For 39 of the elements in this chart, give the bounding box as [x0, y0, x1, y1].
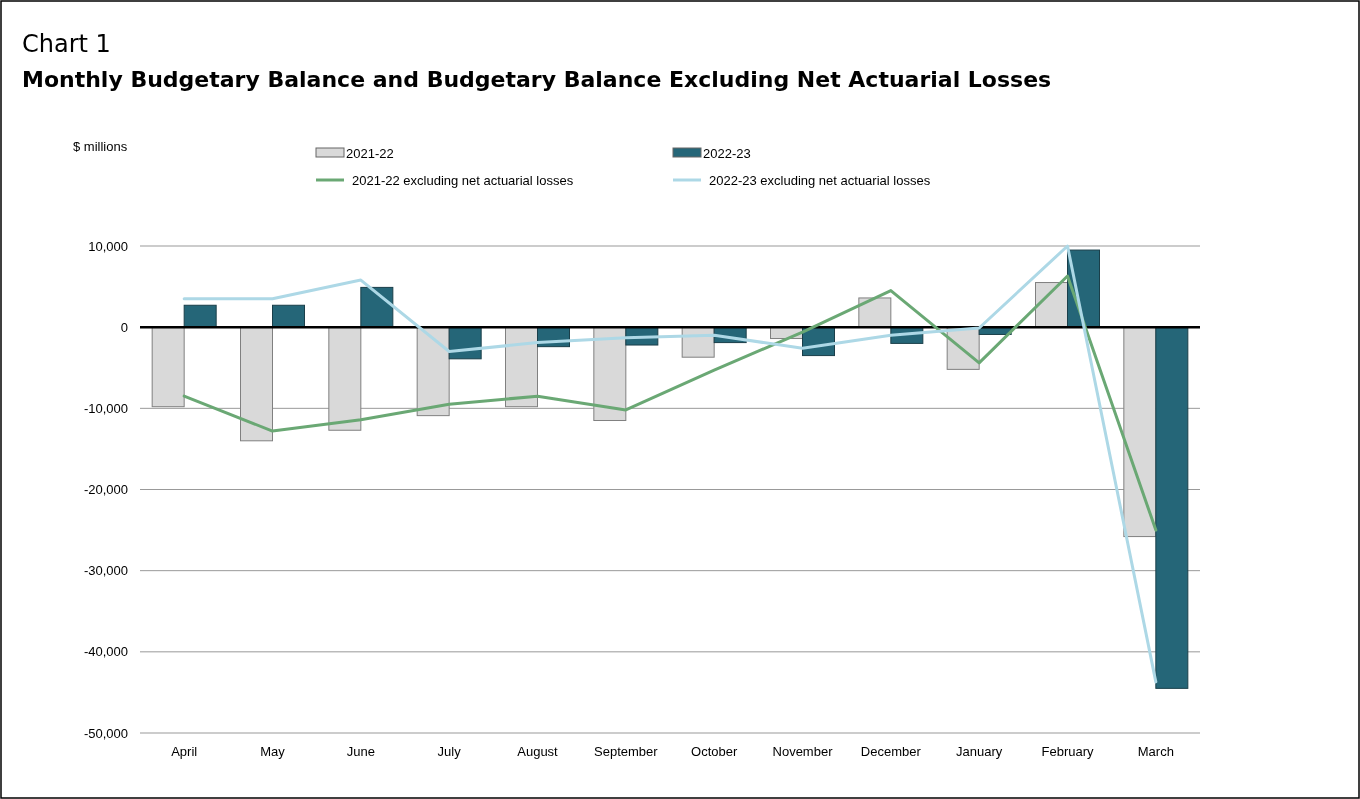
chart-title: Chart 1: [22, 30, 111, 58]
line-series: [182, 244, 1158, 684]
bar: [593, 326, 627, 422]
y-tick-label: -30,000: [83, 563, 128, 579]
bar: [272, 304, 305, 328]
y-tick-label: -10,000: [83, 400, 128, 416]
x-tick-label: May: [260, 744, 286, 759]
y-tick-label: -50,000: [83, 725, 128, 741]
x-tick-label: February: [1041, 744, 1094, 759]
bar: [151, 326, 185, 408]
bar: [416, 326, 450, 417]
text: $ millions: [73, 139, 128, 154]
legend-label: 2022-23 excluding net actuarial losses: [709, 172, 931, 188]
x-tick-label: October: [691, 744, 738, 759]
x-tick-label: April: [171, 744, 198, 759]
y-tick-label: -40,000: [83, 644, 128, 660]
y-tick-label: 10,000: [88, 238, 128, 254]
bar: [858, 297, 892, 328]
bar: [183, 304, 217, 328]
legend-label: 2022-23: [703, 145, 751, 161]
y-tick-label: -20,000: [83, 482, 128, 498]
x-tick-label: June: [346, 744, 375, 759]
chart-subtitle: Monthly Budgetary Balance and Budgetary Balance Excluding Net Actuarial Losses: [22, 67, 1052, 92]
x-tick-label: November: [772, 744, 834, 759]
bar: [1123, 326, 1157, 538]
y-tick-label: 0: [120, 319, 128, 335]
legend-label: 2021-22: [346, 145, 394, 161]
x-tick-label: July: [437, 744, 462, 759]
x-tick-label: March: [1137, 744, 1174, 759]
legend-label: 2021-22 excluding net actuarial losses: [352, 172, 574, 188]
x-tick-label: December: [860, 744, 922, 759]
bar: [240, 326, 273, 442]
x-tick-label: January: [956, 744, 1003, 759]
bar: [505, 326, 538, 408]
x-tick-label: September: [594, 744, 659, 759]
bar: [1155, 326, 1189, 689]
x-tick-label: August: [517, 744, 559, 759]
line-series: [182, 274, 1158, 532]
bar: [328, 326, 362, 431]
